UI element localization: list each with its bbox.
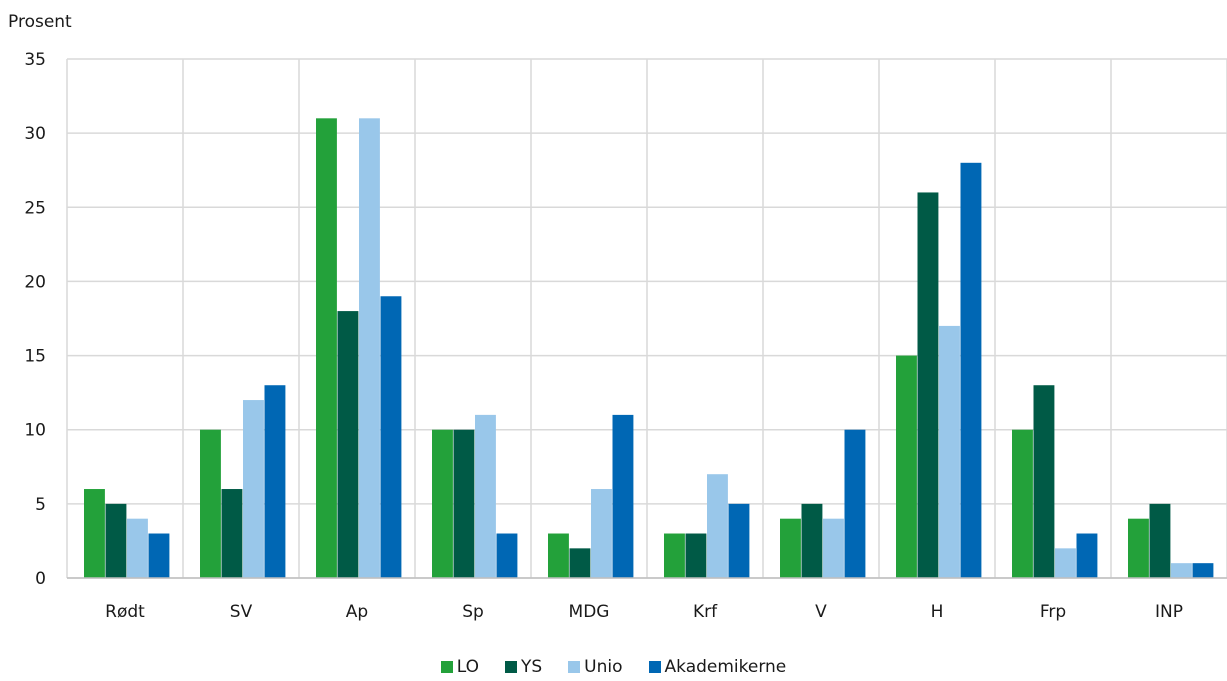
bar-unio-9 [1171,563,1192,578]
bar-akademikerne-4 [612,414,634,578]
bar-akademikerne-8 [1076,533,1098,578]
bar-lo-7 [896,355,917,578]
legend-item-akademikerne: Akademikerne [648,657,787,677]
bar-ys-9 [1149,503,1171,578]
bar-ys-5 [685,533,707,578]
bar-lo-2 [316,118,337,579]
legend-item-unio: Unio [568,657,623,677]
x-tick-label-8: Frp [1040,602,1066,622]
bar-ys-1 [221,489,243,578]
x-tick-label-9: INP [1155,602,1183,622]
bar-lo-4 [548,533,569,578]
bar-akademikerne-5 [728,503,750,578]
bar-lo-8 [1012,429,1033,578]
bar-lo-3 [432,429,453,578]
legend: LO YS Unio Akademikerne [0,657,1227,677]
bar-lo-0 [84,489,105,578]
y-tick-label-25: 25 [24,198,46,218]
legend-label-akademikerne: Akademikerne [664,657,787,677]
bar-unio-6 [823,518,844,578]
x-tick-label-2: Ap [346,602,368,622]
bar-akademikerne-6 [844,429,866,578]
bar-unio-5 [707,474,728,578]
y-tick-label-15: 15 [24,347,46,367]
x-tick-label-6: V [815,602,827,622]
bar-akademikerne-1 [264,385,286,578]
y-axis-label: Prosent [8,12,72,32]
y-tick-label-20: 20 [24,272,46,292]
legend-swatch-ys [504,661,517,673]
bar-akademikerne-3 [496,533,518,578]
legend-swatch-unio [568,661,581,673]
y-tick-label-10: 10 [24,421,46,441]
bar-ys-4 [569,548,591,578]
bar-ys-7 [917,192,939,578]
bar-unio-4 [591,489,612,578]
bar-lo-1 [200,429,221,578]
bar-lo-6 [780,518,801,578]
bar-akademikerne-2 [380,296,402,578]
bar-unio-8 [1055,548,1076,578]
y-tick-label-35: 35 [24,50,46,70]
y-tick-label-5: 5 [35,495,46,515]
legend-item-ys: YS [504,657,543,677]
bar-ys-8 [1033,385,1055,578]
bar-unio-0 [127,518,148,578]
x-tick-label-4: MDG [569,602,610,622]
bar-ys-0 [105,503,127,578]
legend-label-ys: YS [520,657,543,677]
bar-akademikerne-0 [148,533,170,578]
x-tick-label-1: SV [230,602,253,622]
x-tick-label-0: Rødt [105,602,145,622]
y-tick-label-30: 30 [24,124,46,144]
legend-swatch-lo [440,661,453,673]
bar-unio-1 [243,400,264,578]
x-tick-label-3: Sp [462,602,484,622]
legend-label-lo: LO [456,657,479,677]
bar-ys-3 [453,429,475,578]
legend-swatch-akademikerne [648,661,661,673]
bar-ys-2 [337,311,359,578]
bar-unio-7 [939,325,960,578]
legend-label-unio: Unio [584,657,623,677]
bar-unio-2 [359,118,380,579]
bar-lo-5 [664,533,685,578]
bar-akademikerne-7 [960,162,982,579]
legend-item-lo: LO [440,657,479,677]
bar-unio-3 [475,414,496,578]
x-tick-label-7: H [931,602,944,622]
bar-akademikerne-9 [1192,563,1214,578]
y-tick-label-0: 0 [35,569,46,589]
x-tick-label-5: Krf [693,602,718,622]
bar-ys-6 [801,503,823,578]
bar-lo-9 [1128,518,1149,578]
